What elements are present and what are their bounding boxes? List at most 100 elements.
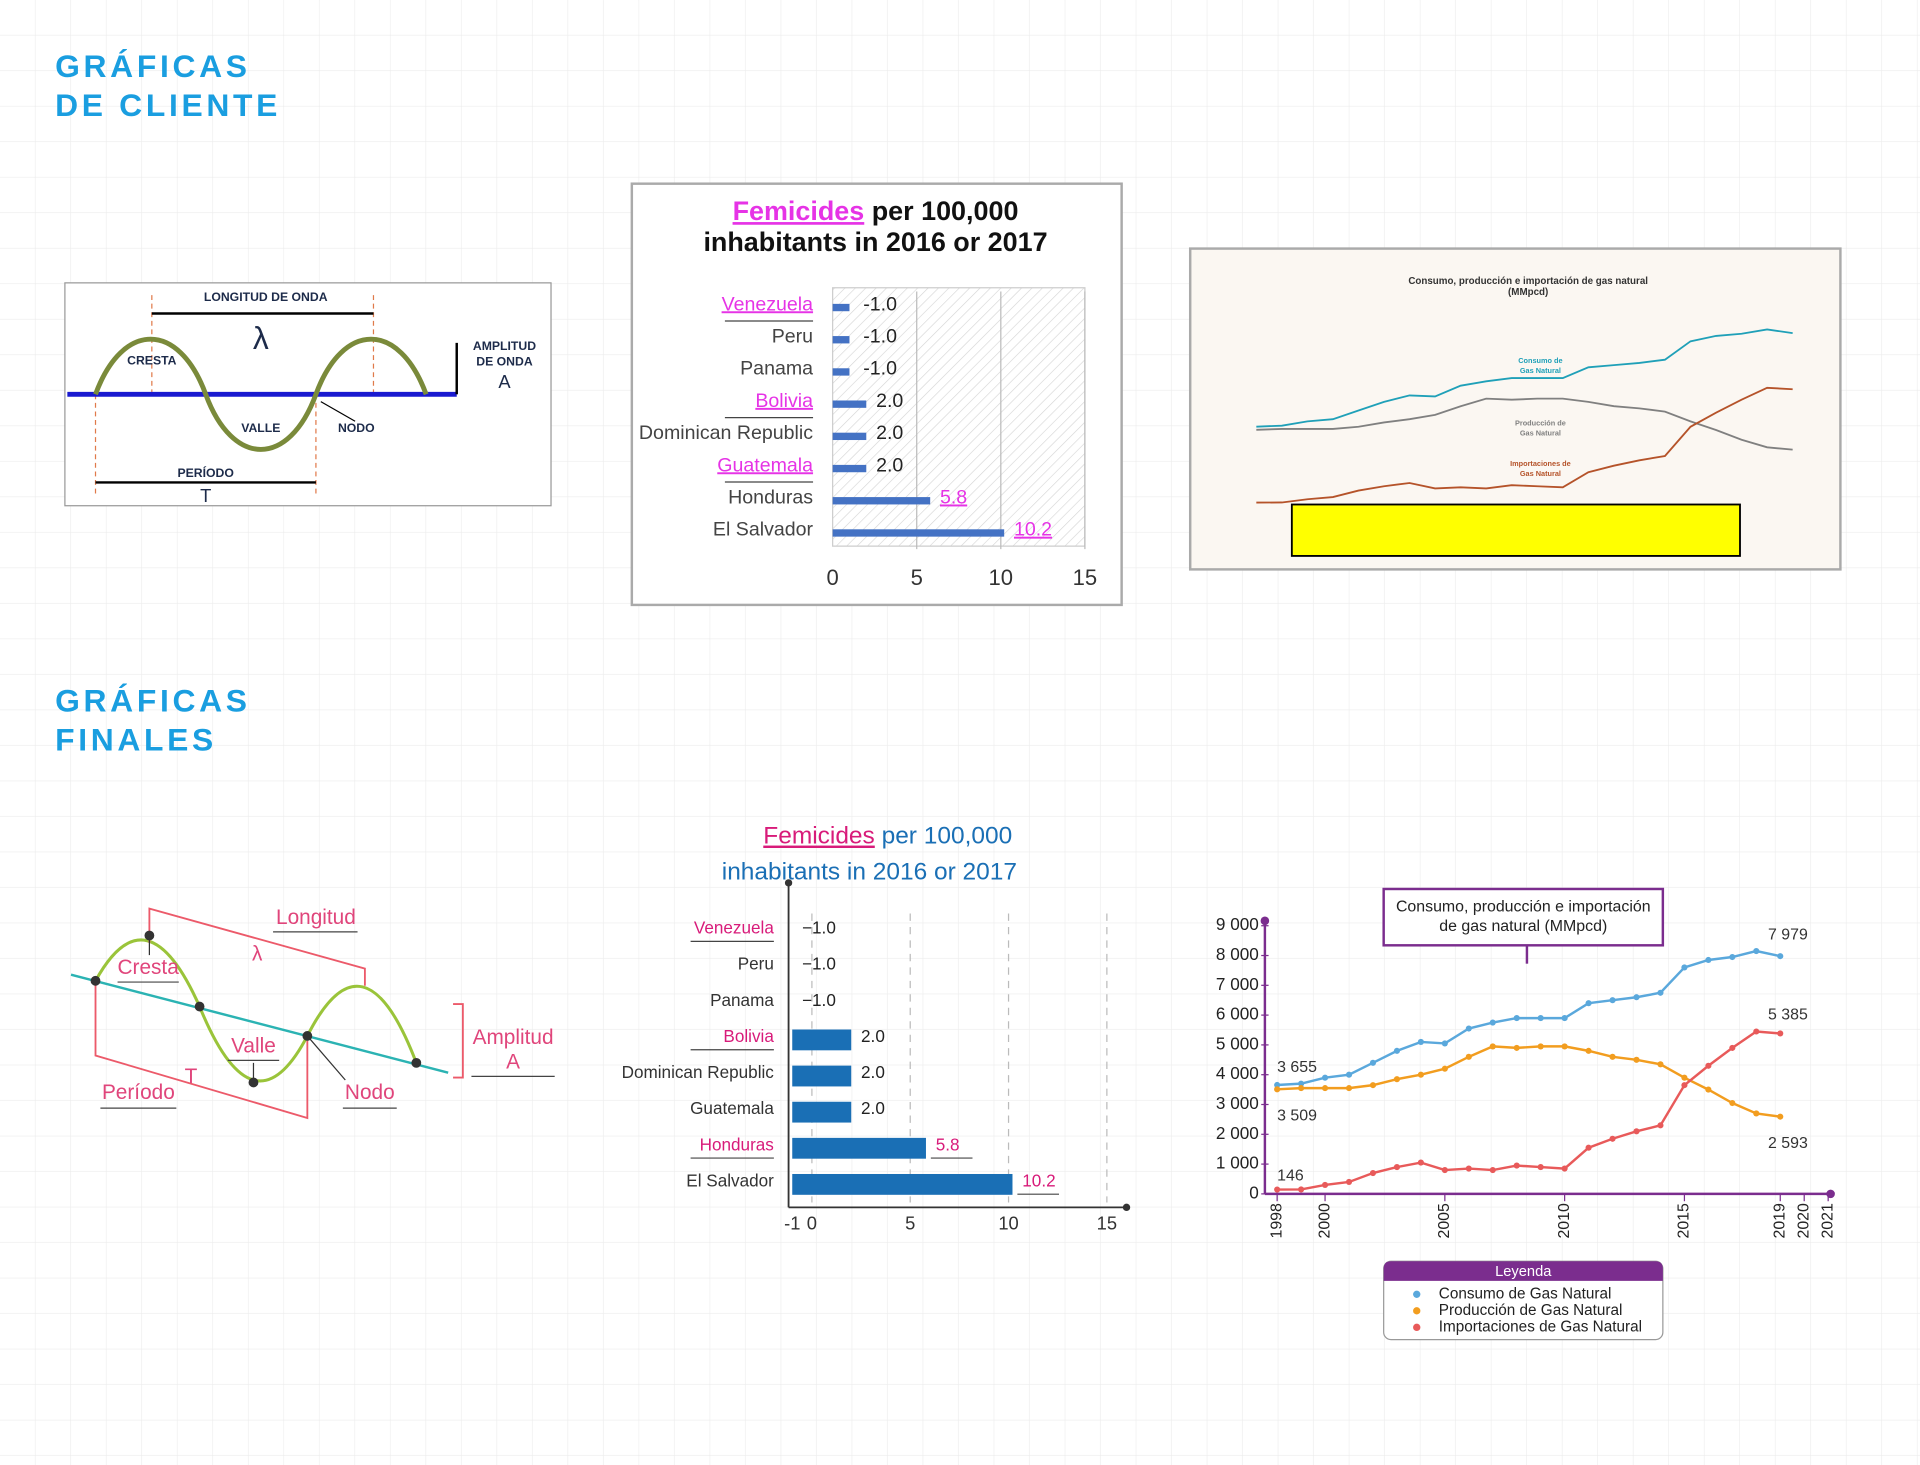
label: AMPLITUD (473, 339, 536, 353)
point (1537, 1015, 1544, 1022)
label: T (185, 1065, 198, 1088)
point (1633, 994, 1640, 1001)
point (1561, 1015, 1568, 1022)
x-tick-label: 2000 (1316, 1203, 1333, 1239)
line (1256, 386, 1793, 504)
legend-title: Leyenda (1495, 1264, 1552, 1280)
y-tick-label: 6 000 (1216, 1004, 1259, 1024)
point (1585, 1144, 1592, 1151)
value-label: 7 979 (1768, 927, 1808, 944)
legend-marker (1413, 1290, 1421, 1298)
legend-header (1383, 1261, 1663, 1281)
axis-end (1122, 1203, 1131, 1212)
underlines (100, 931, 555, 1109)
line (1277, 1045, 1781, 1118)
point (1657, 1122, 1664, 1129)
category-label: Bolivia (723, 1026, 774, 1046)
label: Amplitud (473, 1026, 554, 1049)
point (1298, 1085, 1305, 1092)
point (1417, 1038, 1424, 1045)
point (1417, 1071, 1424, 1078)
point (1657, 1061, 1664, 1068)
series-label: Producción de (1515, 419, 1566, 428)
point (1753, 947, 1760, 955)
label: Valle (231, 1034, 276, 1057)
section-title: GRÁFICAS (55, 48, 251, 84)
title-part: per 100,000 (882, 823, 1013, 850)
y-tick-label: 3 000 (1216, 1093, 1259, 1113)
point (1753, 1028, 1760, 1035)
plot-area (832, 287, 1086, 547)
bar (792, 1173, 1013, 1195)
category-label: Peru (738, 954, 774, 974)
label: PERÍODO (177, 465, 233, 480)
category-label: Venezuela (694, 918, 774, 938)
point (1274, 1081, 1281, 1089)
series-label: Gas Natural (1520, 469, 1561, 478)
client-wave: LONGITUD DE ONDA λ CRESTA VALLE NODO PER… (64, 282, 552, 507)
legend-label: Importaciones de Gas Natural (1439, 1318, 1642, 1335)
category-label: Venezuela (722, 293, 814, 315)
point (1369, 1169, 1377, 1177)
chart-title: Consumo, producción e importación (1396, 899, 1651, 916)
series-label: Gas Natural (1520, 428, 1561, 437)
x-tick-label: 2010 (1556, 1203, 1573, 1239)
value-label: 3 509 (1277, 1107, 1317, 1124)
bar (832, 464, 867, 473)
label: Nodo (345, 1081, 395, 1104)
bar (832, 336, 850, 344)
chart-title: de gas natural (MMpcd) (1439, 918, 1607, 935)
value-label: −1.0 (802, 918, 836, 938)
point (1705, 956, 1712, 964)
category-label: El Salvador (713, 519, 814, 541)
bar (832, 432, 867, 441)
y-tick-label: 1 000 (1216, 1153, 1259, 1173)
final-wave: Longitud λ Cresta Valle Amplitud A Perío… (70, 906, 555, 1120)
value-label: 10.2 (1022, 1170, 1055, 1190)
chart-title: inhabitants in 2016 or 2017 (722, 859, 1017, 886)
label: VALLE (241, 421, 280, 435)
section-title: GRÁFICAS (55, 682, 251, 718)
point (1489, 1166, 1496, 1174)
label: A (498, 371, 511, 392)
axis-end (1260, 916, 1270, 926)
x-tick-label: 15 (1073, 565, 1098, 590)
y-tick-label: 8 000 (1216, 944, 1259, 964)
value-label: 2.0 (876, 422, 903, 444)
value-label: 5.8 (940, 486, 967, 508)
y-tick-label: 9 000 (1216, 914, 1259, 934)
x-tick-label: 0 (807, 1212, 817, 1233)
value-label: 2.0 (861, 1062, 885, 1082)
category-label: Guatemala (717, 454, 813, 476)
bar (792, 1137, 926, 1159)
point (1537, 1164, 1544, 1171)
series-label: Consumo de (1518, 356, 1562, 365)
label: DE ONDA (476, 355, 533, 369)
point (1298, 1186, 1305, 1193)
line (1277, 949, 1781, 1087)
y-tick-label: 0 (1249, 1182, 1259, 1202)
point (1489, 1019, 1496, 1026)
point (1753, 1110, 1760, 1117)
bar (832, 529, 1005, 537)
legend-label: Consumo de Gas Natural (1439, 1285, 1612, 1302)
point (1609, 1053, 1616, 1060)
category-label: Guatemala (690, 1098, 774, 1118)
value-label: 2.0 (876, 454, 903, 476)
point (1777, 1113, 1784, 1120)
y-tick-label: 7 000 (1216, 974, 1259, 994)
point (1681, 964, 1688, 971)
point (1681, 1082, 1688, 1089)
x-tick-label: 15 (1097, 1212, 1117, 1233)
point (1681, 1074, 1688, 1081)
value-label: 10.2 (1014, 519, 1052, 541)
label: LONGITUD DE ONDA (204, 290, 328, 304)
point (1441, 1166, 1448, 1174)
category-label: Panama (710, 990, 774, 1010)
value-label: −1.0 (802, 990, 836, 1010)
point (1561, 1043, 1568, 1050)
category-label: El Salvador (686, 1170, 774, 1190)
bar (792, 1029, 852, 1051)
point (1657, 989, 1664, 996)
category-label: Bolivia (755, 390, 813, 412)
